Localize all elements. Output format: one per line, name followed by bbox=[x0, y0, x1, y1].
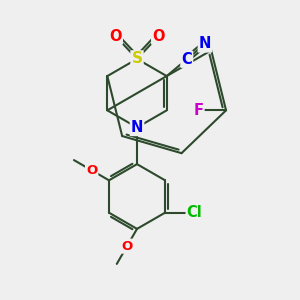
Text: O: O bbox=[122, 240, 133, 253]
Text: O: O bbox=[109, 28, 122, 44]
Text: S: S bbox=[131, 51, 142, 66]
Text: O: O bbox=[86, 164, 97, 177]
Text: N: N bbox=[199, 37, 211, 52]
Text: C: C bbox=[182, 52, 192, 67]
Text: Cl: Cl bbox=[187, 205, 202, 220]
Text: O: O bbox=[152, 28, 165, 44]
Text: N: N bbox=[131, 120, 143, 135]
Text: F: F bbox=[194, 103, 203, 118]
